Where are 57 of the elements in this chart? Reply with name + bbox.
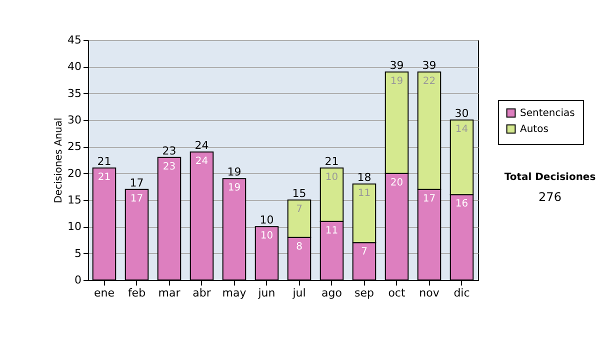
x-tick-label: jun — [257, 286, 276, 300]
x-tick-label: mar — [158, 286, 181, 300]
total-label: 39 — [422, 59, 436, 72]
x-tick-label: dic — [454, 286, 470, 300]
data-label: 22 — [422, 76, 436, 87]
total-label: 30 — [454, 107, 469, 120]
x-tick-label: ene — [94, 286, 115, 300]
y-tick-label: 20 — [68, 166, 82, 180]
data-label: 8 — [296, 241, 302, 252]
y-tick-label: 10 — [68, 220, 82, 234]
legend-label: Sentencias — [520, 108, 575, 119]
y-tick-label: 15 — [68, 194, 82, 206]
y-tick-label: 0 — [74, 274, 82, 286]
x-tick-label: abr — [192, 286, 212, 300]
x-tick-label: feb — [128, 286, 146, 300]
x-tick-label: oct — [388, 286, 406, 300]
x-tick-label: may — [222, 286, 247, 300]
x-tick-label: ago — [322, 286, 342, 300]
data-label: 19 — [390, 76, 404, 87]
y-tick-label: 40 — [68, 60, 82, 74]
y-tick-label: 35 — [68, 86, 82, 100]
total-label: 23 — [162, 144, 176, 158]
data-label: 16 — [455, 198, 468, 210]
y-axis-title: Decisiones Anual — [54, 118, 65, 204]
data-label: 7 — [296, 204, 302, 215]
y-tick-label: 5 — [74, 246, 82, 260]
data-label: 23 — [162, 161, 176, 172]
total-label: 39 — [390, 59, 404, 72]
y-tick-label: 45 — [68, 34, 82, 46]
data-label: 20 — [390, 177, 404, 188]
legend-label: Autos — [520, 124, 548, 135]
data-label: 17 — [422, 193, 436, 204]
total-label: 10 — [260, 214, 274, 227]
total-label: 21 — [324, 155, 339, 168]
text: Total Decisiones — [503, 172, 597, 183]
data-label: 11 — [358, 188, 371, 199]
total-label: 19 — [227, 166, 242, 179]
data-label: 24 — [195, 156, 208, 167]
data-label: 10 — [260, 230, 274, 242]
x-tick-label: nov — [419, 286, 440, 300]
data-label: 7 — [361, 246, 368, 258]
text: 276 — [538, 190, 562, 204]
total-label: 24 — [194, 139, 209, 152]
total-label: 17 — [130, 176, 144, 190]
data-label: 10 — [325, 172, 338, 183]
data-label: 14 — [455, 124, 468, 135]
data-label: 11 — [325, 225, 338, 236]
x-tick-label: sep — [354, 286, 374, 300]
total-label: 18 — [357, 171, 372, 184]
y-tick-label: 30 — [68, 114, 82, 126]
y-tick-label: 25 — [68, 140, 82, 154]
x-tick-label: jul — [292, 286, 306, 300]
data-label: 19 — [228, 182, 241, 194]
data-label: 21 — [98, 172, 111, 183]
data-label: 17 — [130, 193, 144, 204]
total-label: 15 — [292, 187, 306, 200]
total-label: 21 — [97, 155, 112, 168]
